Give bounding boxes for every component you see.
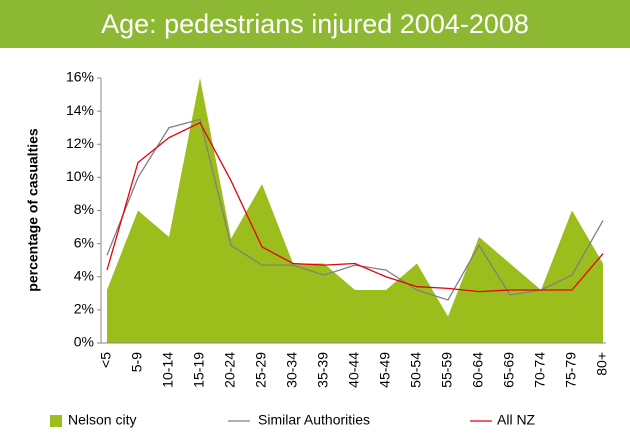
x-tick-label: 15-19 xyxy=(191,352,207,388)
legend-swatch xyxy=(50,415,62,427)
title-bar xyxy=(0,0,630,48)
y-tick-label: 2% xyxy=(74,301,94,317)
y-tick-label: 10% xyxy=(66,168,94,184)
area xyxy=(107,78,603,343)
x-tick-label: <5 xyxy=(98,352,114,368)
x-tick-label: 55-59 xyxy=(439,352,455,388)
y-tick-label: 8% xyxy=(74,201,94,217)
x-tick-label: 65-69 xyxy=(501,352,517,388)
legend-label: Similar Authorities xyxy=(258,412,370,428)
x-tick-label: 80+ xyxy=(594,352,610,376)
x-tick-label: 5-9 xyxy=(129,352,145,372)
y-tick-label: 14% xyxy=(66,102,94,118)
x-tick-label: 25-29 xyxy=(253,352,269,388)
x-tick-label: 75-79 xyxy=(563,352,579,388)
x-tick-label: 30-34 xyxy=(284,352,300,388)
x-tick-label: 60-64 xyxy=(470,352,486,388)
y-tick-label: 6% xyxy=(74,234,94,250)
x-tick-label: 50-54 xyxy=(408,352,424,388)
x-tick-label: 45-49 xyxy=(377,352,393,388)
x-tick-label: 70-74 xyxy=(532,352,548,388)
y-axis-title: percentage of casualties xyxy=(25,128,41,292)
x-tick-label: 35-39 xyxy=(315,352,331,388)
y-tick-label: 16% xyxy=(66,69,94,85)
y-tick-label: 4% xyxy=(74,267,94,283)
y-tick-label: 0% xyxy=(74,334,94,350)
line xyxy=(106,118,604,301)
legend-label: All NZ xyxy=(497,412,536,428)
chart-title: Age: pedestrians injured 2004-2008 xyxy=(101,9,529,39)
legend-label: Nelson city xyxy=(68,412,136,428)
y-tick-label: 12% xyxy=(66,135,94,151)
x-tick-label: 20-24 xyxy=(222,352,238,388)
x-tick-label: 10-14 xyxy=(160,352,176,388)
line xyxy=(106,121,604,293)
x-tick-label: 40-44 xyxy=(346,352,362,388)
